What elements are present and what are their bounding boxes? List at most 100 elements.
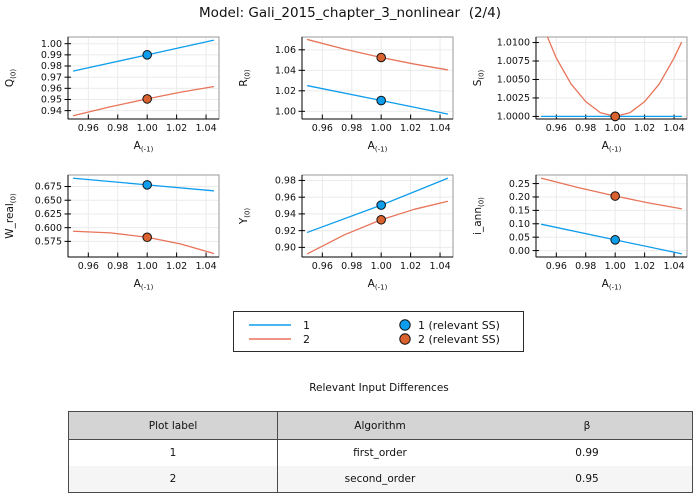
- subplot-W-real: 0.96 0.98 1.00 1.02 1.04 0.575 0.600 0.625 0.650…: [0, 166, 233, 298]
- chart-svg: 0.96 0.98 1.00 1.02 1.04 0.00 0.05 0.10 0.15 0.20…: [472, 174, 688, 292]
- y-axis-label: Q(0): [4, 69, 18, 87]
- y-tick-label: 1.0000: [497, 112, 530, 123]
- x-tick-label: 0.98: [341, 123, 362, 134]
- y-tick-label: 1.0075: [497, 56, 530, 67]
- y-axis-label: S(0): [472, 69, 486, 86]
- x-tick-label: 1.04: [429, 123, 450, 134]
- x-tick-label: 1.02: [400, 123, 421, 134]
- y-tick-label: 0.10: [509, 219, 530, 230]
- x-tick-label: 1.04: [663, 123, 684, 134]
- ss-marker-2: [610, 111, 620, 122]
- plot-frame: [535, 174, 688, 258]
- y-tick-label: 0.95: [41, 95, 62, 106]
- y-axis-label: R(0): [238, 69, 252, 86]
- cell-algorithm: second_order: [277, 466, 482, 493]
- x-tick-label: 1.02: [634, 123, 655, 134]
- legend-svg: 12 1 (relevant SS)2 (relevant SS): [249, 319, 500, 346]
- y-tick-label: 0.575: [35, 237, 62, 248]
- y-tick-label: 0.650: [35, 195, 62, 206]
- y-tick-label: 0.675: [35, 182, 62, 193]
- chart-svg: 0.96 0.98 1.00 1.02 1.04 1.0000 1.0025 1.0050 1.…: [472, 36, 688, 154]
- ss-marker-2: [610, 191, 620, 201]
- subplot-Y: 0.96 0.98 1.00 1.02 1.04 0.90 0.92 0.94 0.96 0.98…: [234, 166, 467, 298]
- y-tick-label: 0.20: [509, 192, 530, 203]
- y-tick-label: 0.94: [275, 209, 296, 220]
- ss-marker-1: [376, 95, 386, 106]
- x-tick-label: 1.00: [137, 123, 158, 134]
- header-beta: β: [482, 411, 693, 440]
- series-line-2: [546, 36, 683, 118]
- header-algorithm: Algorithm: [277, 411, 482, 440]
- cell-plot-label: 2: [68, 466, 278, 493]
- x-tick-label: 1.02: [166, 123, 187, 134]
- x-tick-label: 0.98: [341, 261, 362, 272]
- x-tick-label: 1.02: [400, 261, 421, 272]
- subplot-Q: 0.96 0.98 1.00 1.02 1.04 0.94 0.95 0.96 0.97 0.98…: [0, 28, 233, 160]
- y-tick-label: 0.15: [509, 206, 530, 217]
- x-tick-label: 1.00: [371, 123, 392, 134]
- y-tick-label: 0.00: [509, 246, 530, 257]
- x-tick-label: 1.04: [663, 261, 684, 272]
- x-tick-label: 1.00: [137, 261, 158, 272]
- x-tick-label: 0.98: [575, 261, 596, 272]
- legend-marker-swatch: [399, 319, 411, 331]
- y-axis-label: Y(0): [238, 208, 252, 226]
- x-tick-label: 0.96: [546, 123, 567, 134]
- y-tick-label: 1.06: [275, 45, 296, 56]
- x-axis-label: A(-1): [602, 140, 622, 154]
- x-axis-label: A(-1): [134, 278, 154, 292]
- x-tick-label: 0.96: [78, 261, 99, 272]
- legend-label: 1: [303, 319, 310, 332]
- x-tick-label: 0.98: [107, 123, 128, 134]
- table-row: 2 second_order 0.95: [68, 466, 693, 493]
- cell-plot-label: 1: [68, 439, 278, 466]
- ss-marker-2: [376, 214, 386, 225]
- x-tick-label: 0.96: [546, 261, 567, 272]
- ss-marker-1: [610, 235, 620, 245]
- y-tick-label: 0.99: [41, 50, 62, 61]
- chart-svg: 0.96 0.98 1.00 1.02 1.04 1.00 1.02 1.04 1.06 A(-1…: [238, 36, 454, 154]
- x-tick-label: 0.98: [575, 123, 596, 134]
- x-tick-label: 0.96: [312, 123, 333, 134]
- y-tick-label: 1.02: [275, 86, 296, 97]
- ss-marker-2: [376, 52, 386, 63]
- ss-marker-1: [142, 50, 152, 60]
- x-axis-label: A(-1): [134, 140, 154, 154]
- x-tick-label: 1.04: [195, 123, 216, 134]
- y-tick-label: 0.600: [35, 223, 62, 234]
- y-tick-label: 0.25: [509, 179, 530, 190]
- subplot-i-ann: 0.96 0.98 1.00 1.02 1.04 0.00 0.05 0.10 0.15 0.20…: [468, 166, 700, 298]
- x-tick-label: 1.04: [429, 261, 450, 272]
- ss-marker-2: [142, 232, 152, 243]
- input-differences-table: Plot label Algorithm β 1 first_order 0.9…: [68, 411, 693, 493]
- table-header-row: Plot label Algorithm β: [68, 411, 693, 440]
- y-tick-label: 0.96: [41, 84, 62, 95]
- series-line-2: [306, 200, 449, 255]
- chart-svg: 0.96 0.98 1.00 1.02 1.04 0.575 0.600 0.625 0.650…: [4, 174, 220, 292]
- x-axis-label: A(-1): [368, 278, 388, 292]
- x-tick-label: 1.02: [634, 261, 655, 272]
- x-tick-label: 1.00: [371, 261, 392, 272]
- ss-marker-2: [142, 94, 152, 104]
- x-tick-label: 0.98: [107, 261, 128, 272]
- ss-marker-1: [376, 200, 386, 210]
- plot-frame: [67, 36, 220, 120]
- y-tick-label: 1.0050: [497, 75, 530, 86]
- x-tick-label: 0.96: [312, 261, 333, 272]
- y-tick-label: 0.98: [275, 176, 296, 187]
- subplot-R: 0.96 0.98 1.00 1.02 1.04 1.00 1.02 1.04 1.06 A(-1…: [234, 28, 467, 160]
- y-tick-label: 1.0100: [497, 38, 530, 49]
- plot-frame: [301, 36, 454, 120]
- y-tick-label: 1.04: [275, 66, 296, 77]
- subplot-S: 0.96 0.98 1.00 1.02 1.04 1.0000 1.0025 1.0050 1.…: [468, 28, 700, 160]
- ss-marker-1: [142, 180, 152, 190]
- table-title: Relevant Input Differences: [309, 382, 449, 394]
- plot-frame: [535, 36, 688, 120]
- chart-svg: 0.96 0.98 1.00 1.02 1.04 0.90 0.92 0.94 0.96 0.98…: [238, 174, 454, 292]
- legend-marker-swatch: [399, 333, 411, 345]
- legend-label: 1 (relevant SS): [418, 319, 500, 332]
- y-tick-label: 1.00: [41, 39, 62, 50]
- cell-algorithm: first_order: [353, 447, 407, 459]
